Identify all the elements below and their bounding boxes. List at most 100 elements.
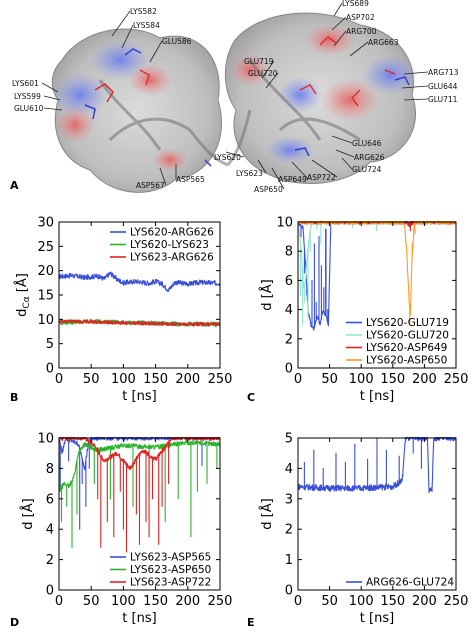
series-line: [59, 440, 220, 548]
y-tick-label: 4: [285, 303, 293, 318]
y-tick-label: 5: [285, 432, 293, 447]
x-axis-label: t [ns]: [360, 611, 394, 626]
legend-label: LYS620-ASP649: [366, 342, 447, 354]
leader-line: [311, 159, 338, 178]
leader-line: [335, 149, 355, 158]
x-axis-label: t [ns]: [360, 389, 394, 404]
leader-line: [149, 40, 163, 63]
residue-label: ASP702: [346, 13, 375, 22]
residue-label: ARG663: [368, 38, 399, 47]
leader-line: [265, 72, 279, 89]
leader-line: [43, 107, 63, 111]
residue-label: GLU610: [14, 104, 44, 113]
x-tick-label: 150: [380, 372, 405, 387]
x-tick-label: 250: [208, 594, 233, 609]
residue-label: ARG626: [354, 153, 385, 162]
x-axis-label: t [ns]: [122, 611, 156, 626]
residue-label: GLU646: [352, 139, 382, 148]
y-tick-label: 4: [285, 462, 293, 477]
legend-label: LYS620-LYS623: [130, 239, 209, 251]
plot-frame: [58, 437, 221, 591]
y-tick-label: 6: [285, 274, 293, 289]
legend-label: ARG626-GLU724: [366, 577, 454, 589]
residue-label: LYS582: [130, 7, 157, 16]
chart-panel-e: 0 50 100 150 200 250 0 1 2 3 4 5 t [ns] d [Å] ARG626-G…: [259, 432, 468, 627]
legend-label: LYS620-ARG626: [130, 227, 214, 239]
plot-area: [59, 437, 220, 553]
y-tick-label: 30: [37, 216, 54, 231]
panel-label-c: C: [247, 391, 255, 404]
x-tick-label: 100: [111, 594, 136, 609]
x-tick-label: 50: [83, 594, 100, 609]
series-line: [59, 271, 220, 293]
leader-line: [403, 98, 429, 101]
x-tick-label: 100: [349, 594, 374, 609]
y-tick-label: 0: [285, 584, 293, 599]
residue-label: LYS689: [342, 0, 369, 8]
chart-panel-c: 0 50 100 150 200 250 0 2 4 6 8 10 t [ns] d [Å] LYS620-…: [259, 216, 468, 405]
leader-line: [111, 10, 131, 37]
x-tick-label: 250: [444, 594, 469, 609]
legend-label: LYS623-ASP565: [130, 552, 211, 564]
leader-line: [341, 157, 353, 170]
panel-label-a: A: [10, 179, 19, 192]
leader-line: [43, 95, 61, 101]
y-tick-label: 8: [285, 245, 293, 260]
x-tick-label: 0: [294, 594, 302, 609]
leader-line: [331, 135, 353, 144]
panel-label-b: B: [10, 391, 18, 404]
y-axis-label: dCα [Å]: [14, 273, 32, 317]
plot-area: [59, 271, 220, 327]
legend-label: LYS623-ASP650: [130, 564, 211, 576]
residue-label: ARG713: [428, 68, 459, 77]
residue-label: GLU719: [244, 57, 274, 66]
legend: ARG626-GLU724: [346, 577, 454, 589]
series-line: [59, 437, 220, 530]
y-tick-label: 2: [46, 553, 54, 568]
plot-area: [298, 221, 456, 331]
x-tick-label: 0: [294, 372, 302, 387]
x-tick-label: 200: [175, 372, 200, 387]
plot-area: [298, 437, 456, 494]
leader-line: [225, 151, 245, 158]
y-tick-label: 3: [285, 492, 293, 507]
leader-line: [349, 41, 369, 57]
y-tick-label: 10: [276, 216, 293, 231]
y-tick-label: 20: [37, 264, 54, 279]
y-axis-label: d [Å]: [259, 498, 275, 529]
residue-label: LYS620: [214, 153, 241, 162]
chart-panel-d: 0 50 100 150 200 250 0 2 4 6 8 10 t [ns] d [Å] LYS623-…: [20, 432, 232, 627]
legend-label: LYS623-ASP722: [130, 577, 211, 589]
leader-line: [333, 30, 347, 47]
x-tick-label: 0: [55, 372, 63, 387]
series-line: [59, 319, 220, 327]
residue-label: ASP649: [278, 175, 307, 184]
y-tick-label: 2: [285, 332, 293, 347]
legend-label: LYS620-ASP650: [366, 355, 447, 367]
y-tick-label: 0: [46, 584, 54, 599]
y-tick-label: 10: [37, 432, 54, 447]
leader-line: [401, 85, 429, 89]
leader-line: [291, 161, 309, 180]
residue-label: ASP722: [307, 173, 336, 182]
x-tick-label: 250: [208, 372, 233, 387]
leader-line: [159, 167, 167, 186]
leader-line: [331, 16, 347, 31]
residue-label: ASP650: [254, 185, 283, 194]
leader-line: [257, 159, 267, 174]
x-tick-label: 150: [143, 594, 168, 609]
y-tick-label: 5: [46, 337, 54, 352]
residue-label: ARG700: [346, 27, 377, 36]
y-tick-label: 2: [285, 523, 293, 538]
residue-label: GLU720: [248, 69, 278, 78]
x-tick-label: 150: [143, 372, 168, 387]
series-line: [298, 221, 456, 331]
x-tick-label: 50: [321, 372, 338, 387]
leader-line: [333, 2, 343, 17]
leader-line: [403, 71, 429, 75]
x-tick-label: 150: [380, 594, 405, 609]
residue-label: GLU644: [428, 82, 458, 91]
